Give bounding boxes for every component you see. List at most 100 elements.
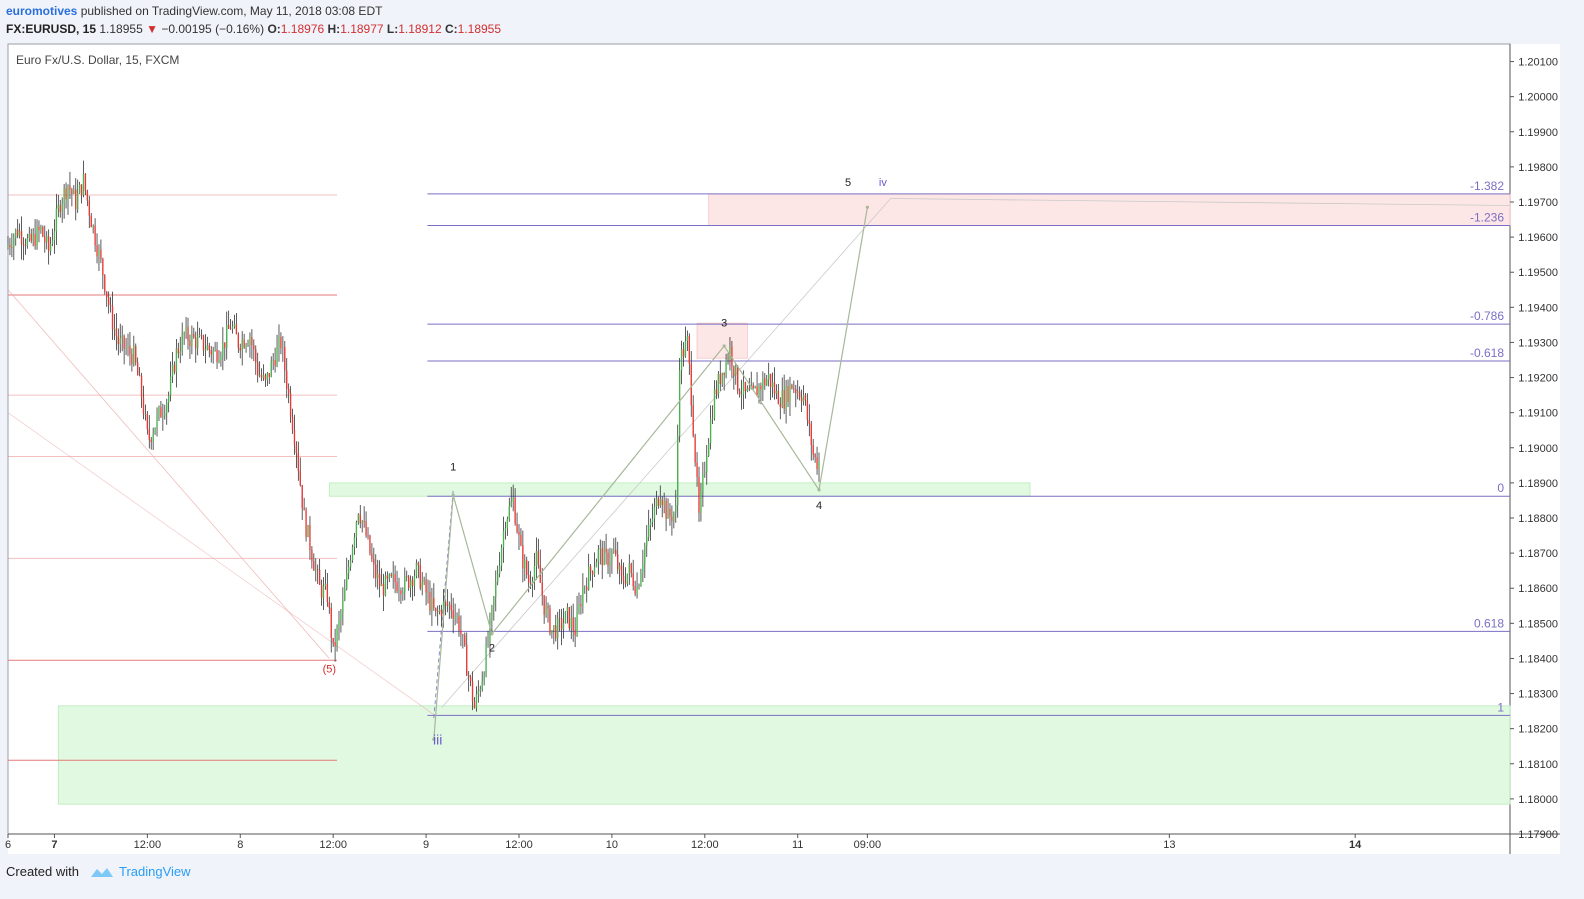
candle-body: [638, 585, 640, 588]
candle-body: [202, 335, 205, 351]
x-tick-label: 11: [792, 839, 803, 851]
candle-body: [793, 388, 795, 390]
y-tick-label: 1.19000: [1518, 443, 1558, 455]
candle-body: [491, 606, 493, 621]
trend-line: [7, 412, 435, 715]
candle-body: [226, 324, 228, 348]
candle-body: [402, 592, 404, 595]
candle-body: [678, 370, 681, 436]
candle-body: [146, 413, 149, 430]
candle-body: [55, 208, 58, 232]
candle-body: [440, 609, 443, 616]
candle-body: [462, 634, 464, 636]
candle-body: [77, 193, 79, 210]
candle-body: [156, 414, 158, 428]
candle-body: [423, 579, 425, 583]
candle-body: [752, 385, 754, 389]
candle-body: [607, 552, 609, 566]
candle-body: [417, 562, 420, 566]
candle-body: [262, 375, 265, 378]
fib-level-label: 0: [1497, 481, 1504, 495]
candle-body: [497, 573, 499, 582]
y-tick-label: 1.18200: [1518, 724, 1558, 736]
candle-body: [510, 501, 512, 506]
candle-body: [591, 571, 594, 575]
candle-body: [446, 601, 449, 606]
candle-body: [315, 569, 317, 571]
candle-body: [787, 386, 789, 403]
y-tick-label: 1.19400: [1518, 302, 1558, 314]
candle-body: [204, 349, 207, 351]
candle-body: [367, 535, 369, 537]
candle-body: [80, 184, 83, 196]
candle-body: [791, 384, 793, 389]
candle-body: [38, 226, 40, 231]
y-tick-label: 1.19500: [1518, 267, 1558, 279]
wave-label: iii: [433, 731, 442, 747]
candle-body: [798, 391, 801, 398]
candle-body: [669, 508, 671, 517]
candle-body: [375, 564, 377, 579]
publish-info: euromotives published on TradingView.com…: [6, 4, 382, 18]
candle-body: [640, 573, 642, 586]
y-tick-label: 1.19700: [1518, 197, 1558, 209]
candle-body: [415, 562, 418, 577]
candle-body: [351, 547, 354, 561]
candle-body: [107, 297, 110, 306]
candle-body: [332, 637, 334, 642]
candle-body: [162, 415, 164, 418]
candle-body: [636, 587, 638, 594]
candle-body: [667, 508, 669, 519]
candle-body: [632, 573, 634, 587]
candle-body: [568, 607, 570, 629]
candle-body: [380, 583, 383, 587]
candle-body: [7, 244, 9, 248]
candle-body: [324, 583, 327, 587]
created-with-label: Created with: [6, 864, 79, 879]
candle-body: [406, 576, 408, 578]
candle-body: [537, 550, 540, 566]
candle-body: [311, 550, 313, 562]
candle-body: [276, 346, 278, 366]
candle-body: [344, 588, 346, 601]
candle-body: [195, 337, 197, 349]
y-tick-label: 1.18400: [1518, 653, 1558, 665]
candle-body: [522, 545, 524, 569]
x-tick-label: 09:00: [854, 839, 882, 851]
candle-body: [487, 642, 489, 644]
candle-body: [804, 395, 807, 401]
candle-body: [326, 583, 329, 603]
candle-body: [394, 573, 396, 583]
green-zone: [328, 482, 1031, 497]
x-tick-label: 14: [1349, 839, 1362, 851]
candle-body: [760, 385, 762, 390]
candle-body: [86, 190, 89, 201]
candle-body: [137, 362, 139, 376]
candle-body: [249, 337, 251, 345]
candle-body: [456, 616, 458, 618]
candle-body: [15, 229, 17, 238]
wave-point: [490, 632, 494, 636]
candle-body: [295, 445, 298, 454]
candle-body: [150, 439, 152, 442]
candle-body: [71, 189, 73, 194]
candle-body: [504, 528, 507, 531]
candle-body: [388, 574, 390, 579]
candle-body: [419, 565, 421, 589]
candle-body: [98, 249, 100, 257]
candle-body: [305, 510, 307, 537]
tradingview-brand-link[interactable]: TradingView: [118, 864, 191, 879]
candle-body: [742, 382, 745, 395]
candle-body: [100, 249, 102, 259]
fib-level-label: 0.618: [1474, 616, 1504, 630]
candle-body: [448, 604, 450, 606]
wave-point: [865, 205, 869, 209]
candle-body: [347, 566, 350, 574]
candle-body: [814, 454, 816, 458]
candle-body: [706, 455, 708, 472]
candle-body: [766, 379, 768, 386]
author-link[interactable]: euromotives: [6, 4, 78, 18]
candle-body: [609, 561, 611, 566]
candle-body: [266, 373, 269, 380]
